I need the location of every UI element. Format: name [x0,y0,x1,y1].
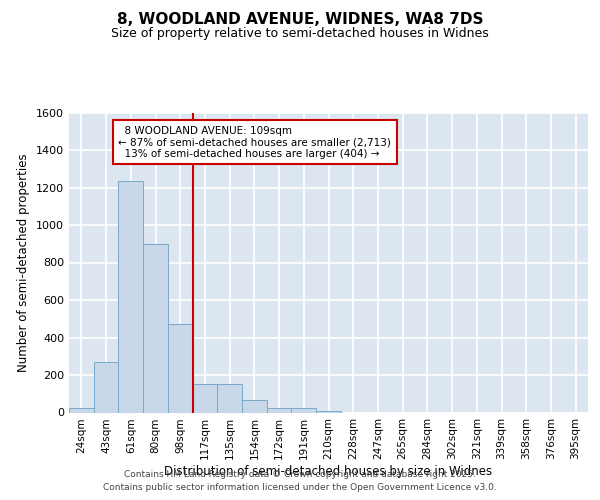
Bar [118,181,143,412]
X-axis label: Distribution of semi-detached houses by size in Widnes: Distribution of semi-detached houses by … [164,465,493,478]
Bar [193,384,217,412]
Text: 8 WOODLAND AVENUE: 109sqm
← 87% of semi-detached houses are smaller (2,713)
  13: 8 WOODLAND AVENUE: 109sqm ← 87% of semi-… [118,126,391,159]
Y-axis label: Number of semi-detached properties: Number of semi-detached properties [17,153,31,372]
Bar [242,400,267,412]
Text: Contains public sector information licensed under the Open Government Licence v3: Contains public sector information licen… [103,482,497,492]
Bar [292,408,316,412]
Bar [94,362,118,412]
Text: 8, WOODLAND AVENUE, WIDNES, WA8 7DS: 8, WOODLAND AVENUE, WIDNES, WA8 7DS [117,12,483,28]
Text: Contains HM Land Registry data © Crown copyright and database right 2025.: Contains HM Land Registry data © Crown c… [124,470,476,479]
Text: Size of property relative to semi-detached houses in Widnes: Size of property relative to semi-detach… [111,28,489,40]
Bar [316,410,341,412]
Bar [267,408,292,412]
Bar [168,324,193,412]
Bar [69,408,94,412]
Bar [217,384,242,412]
Bar [143,244,168,412]
